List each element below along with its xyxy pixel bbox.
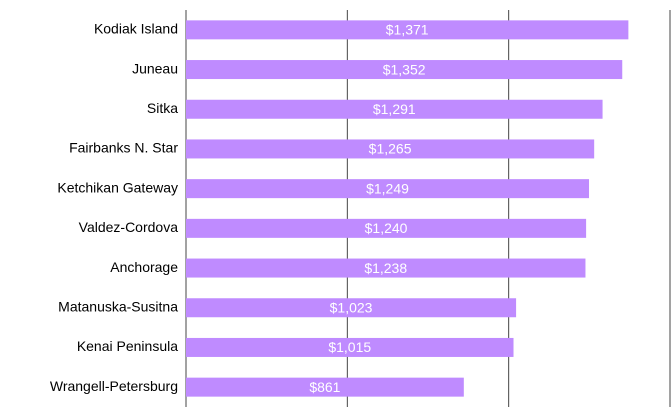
value-label: $1,023 — [330, 299, 373, 315]
bar — [186, 20, 629, 40]
bar — [186, 218, 587, 238]
value-label: $1,265 — [369, 141, 412, 157]
y-tick-label: Valdez-Cordova — [79, 219, 179, 235]
y-tick-label: Fairbanks N. Star — [69, 140, 178, 156]
value-label: $1,015 — [328, 339, 371, 355]
y-tick-label: Anchorage — [110, 259, 178, 275]
y-tick-label: Juneau — [132, 60, 178, 76]
value-label: $1,240 — [365, 220, 408, 236]
y-tick-label: Sitka — [147, 100, 178, 116]
y-tick-label: Kodiak Island — [94, 21, 178, 37]
bar — [186, 99, 603, 119]
y-tick-label: Kenai Peninsula — [77, 338, 178, 354]
y-tick-label: Ketchikan Gateway — [57, 179, 178, 195]
bar — [186, 258, 586, 278]
value-label: $1,249 — [366, 180, 409, 196]
bar — [186, 139, 595, 159]
bar — [186, 337, 514, 357]
bar — [186, 179, 590, 199]
value-label: $1,291 — [373, 101, 416, 117]
y-tick-label: Matanuska-Susitna — [58, 298, 178, 314]
value-label: $1,238 — [364, 260, 407, 276]
bar — [186, 377, 464, 397]
y-tick-label: Wrangell-Petersburg — [50, 378, 178, 394]
bar — [186, 60, 623, 80]
value-label: $1,371 — [386, 22, 429, 38]
value-label: $861 — [309, 379, 340, 395]
value-label: $1,352 — [383, 61, 426, 77]
bar — [186, 298, 517, 318]
